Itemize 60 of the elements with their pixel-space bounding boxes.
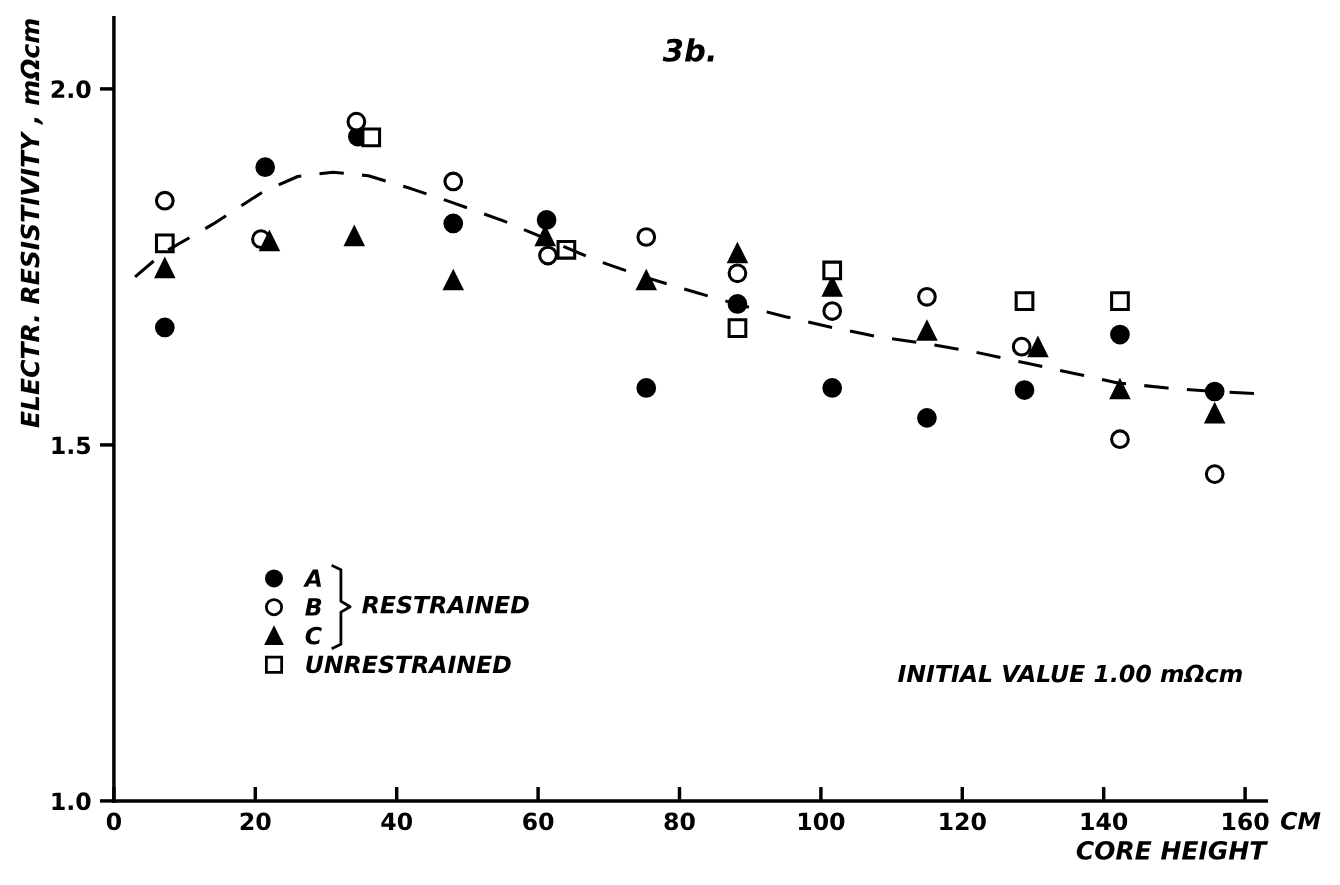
- point: [1011, 336, 1032, 357]
- x-tick-label: 40: [381, 812, 412, 831]
- point: [1204, 381, 1225, 402]
- x-tick-label: 80: [664, 812, 695, 831]
- point: [346, 111, 367, 132]
- point: [917, 407, 937, 428]
- point: [1204, 403, 1225, 424]
- y-axis-title: ELECTR. RESISTIVITY , mΩcm: [20, 19, 43, 428]
- legend-label: UNRESTRAINED: [306, 655, 511, 674]
- point: [1109, 377, 1131, 400]
- x-axis-title: CORE HEIGHT: [1076, 840, 1268, 860]
- point: [635, 268, 657, 291]
- point: [154, 258, 175, 279]
- point: [917, 321, 937, 341]
- text: 3b.: [662, 38, 714, 62]
- point: [443, 213, 464, 234]
- legend-label: B: [305, 598, 322, 616]
- point: [443, 171, 464, 192]
- point: [1014, 380, 1035, 400]
- x-tick-label: 140: [1081, 812, 1128, 831]
- point: [536, 210, 557, 230]
- x-tick-label: 20: [240, 812, 271, 831]
- point: [344, 226, 365, 247]
- x-tick-label: 120: [940, 812, 986, 831]
- annotation: RESTRAINED: [362, 595, 529, 614]
- point: [726, 241, 749, 264]
- point: [154, 317, 175, 338]
- point: [1110, 291, 1130, 311]
- point: [822, 260, 843, 281]
- text: CM: [1280, 811, 1321, 830]
- point: [154, 190, 175, 211]
- y-tick-label: 1.5: [52, 436, 91, 455]
- x-tick-label: 160: [1223, 812, 1269, 831]
- point: [538, 245, 558, 266]
- point: [636, 378, 657, 398]
- point: [154, 233, 175, 254]
- point: [259, 231, 280, 252]
- point: [636, 227, 657, 247]
- point: [727, 318, 748, 338]
- legend-label: C: [305, 626, 322, 645]
- point: [535, 226, 556, 247]
- point: [822, 301, 843, 321]
- x-tick-label: 60: [523, 812, 554, 831]
- point: [1014, 291, 1035, 311]
- point: [1110, 429, 1130, 450]
- point: [361, 127, 382, 148]
- point: [727, 263, 748, 284]
- point: [822, 378, 843, 398]
- legend-label: A: [303, 569, 322, 587]
- point: [1028, 337, 1048, 358]
- annotation: INITIAL VALUE 1.00 mΩcm: [898, 664, 1242, 683]
- x-tick-label: 0: [106, 812, 121, 831]
- point: [1110, 324, 1130, 345]
- point: [442, 268, 464, 291]
- x-tick-label: 100: [798, 812, 845, 831]
- point: [1204, 464, 1225, 484]
- point: [255, 157, 276, 178]
- y-tick-label: 1.0: [52, 792, 91, 811]
- y-tick-label: 2.0: [51, 80, 91, 99]
- point: [917, 286, 937, 307]
